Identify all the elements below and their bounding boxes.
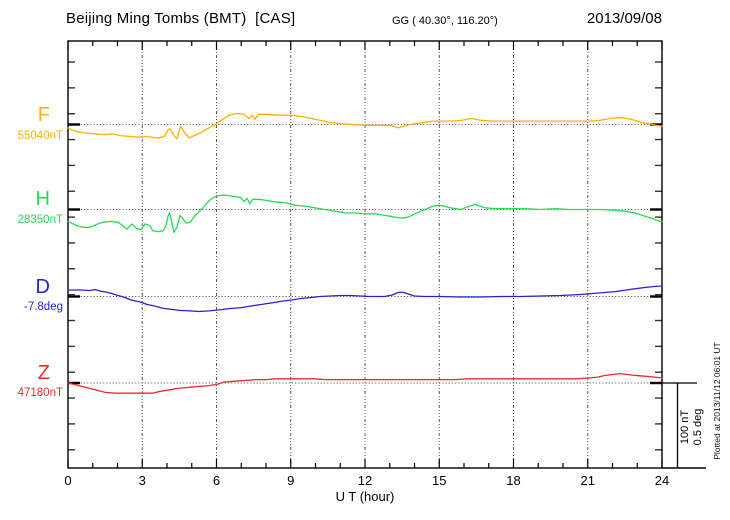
x-tick-label: 21 [580,473,595,488]
geographic-coordinates: GG ( 40.30°, 116.20°) [392,15,498,27]
x-tick-label: 0 [64,473,72,488]
x-tick-label: 18 [506,473,521,488]
x-tick-label: 9 [287,473,295,488]
x-tick-label: 24 [654,473,670,488]
trace-h [67,194,663,234]
x-axis-title: U T (hour) [335,489,395,504]
trace-label-f: F [37,104,50,126]
trace-label-h: H [35,188,50,210]
scale-bar-deg: 0.5 deg [691,408,704,446]
trace-baseline-value-d: -7.8deg [23,301,63,313]
plot-frame [67,40,663,469]
plotted-at-note: Plotted at 2013/11/12 06:01 UT [712,342,722,460]
trace-z [67,372,663,394]
x-tick-label: 6 [212,473,221,488]
x-tick-label: 15 [432,473,447,488]
trace-label-z: Z [37,362,50,384]
trace-baseline-value-z: 47180nT [17,387,63,399]
trace-label-d: D [35,276,50,298]
x-tick-label: 3 [138,473,146,488]
observation-date: 2013/09/08 [586,10,662,27]
x-tick-label: 12 [357,473,373,488]
scale-bar-caption: 100 nT 0.5 deg [679,387,705,467]
trace-f [67,112,663,140]
trace-d [67,285,663,313]
scale-bar-nt: 100 nT [679,409,691,445]
trace-baseline-value-f: 55040nT [17,130,63,142]
observatory-title: Beijing Ming Tombs (BMT) [CAS] [66,10,296,27]
trace-baseline-value-h: 28350nT [17,214,63,226]
